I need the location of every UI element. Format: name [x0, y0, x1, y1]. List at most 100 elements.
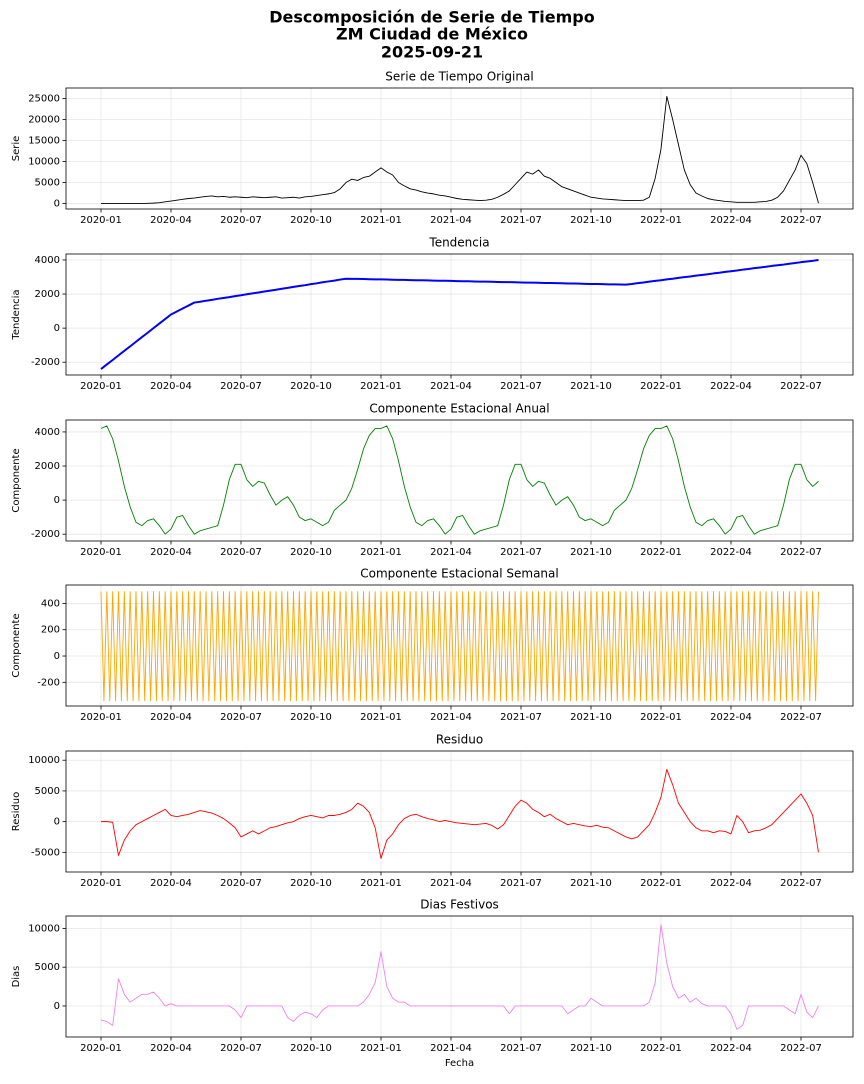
- y-tick-label: 10000: [28, 923, 60, 934]
- x-tick-label: 2020-10: [290, 878, 332, 889]
- x-tick-label: 2020-07: [220, 381, 262, 392]
- x-tick-label: 2020-07: [220, 878, 262, 889]
- plot-frame: [65, 419, 854, 542]
- x-tick-label: 2020-01: [80, 712, 122, 723]
- x-tick-label: 2021-10: [570, 1043, 612, 1054]
- series-line: [101, 768, 819, 859]
- x-tick-label: 2021-07: [500, 878, 542, 889]
- plot-frame: [65, 87, 854, 210]
- y-tick-label: 400: [41, 598, 60, 609]
- x-tick-label: 2022-01: [640, 547, 682, 558]
- y-tick-label: -2000: [31, 529, 60, 540]
- x-tick-label: 2021-07: [500, 547, 542, 558]
- x-tick-label: 2022-04: [710, 215, 752, 226]
- x-tick-label: 2021-04: [430, 712, 472, 723]
- x-tick-label: 2021-01: [360, 547, 402, 558]
- x-tick-label: 2021-04: [430, 1043, 472, 1054]
- x-tick-label: 2021-07: [500, 712, 542, 723]
- x-tick-label: 2020-10: [290, 215, 332, 226]
- x-tick-label: 2021-07: [500, 1043, 542, 1054]
- y-tick-label: 0: [54, 651, 60, 662]
- y-tick-label: -5000: [31, 847, 60, 858]
- x-tick-label: 2020-10: [290, 1043, 332, 1054]
- x-tick-label: 2022-07: [780, 1043, 822, 1054]
- x-tick-label: 2020-04: [150, 381, 192, 392]
- x-tick-label: 2022-04: [710, 547, 752, 558]
- series-line: [100, 425, 819, 535]
- x-tick-label: 2022-04: [710, 712, 752, 723]
- y-tick-label: 0: [54, 199, 60, 210]
- x-tick-label: 2020-10: [290, 712, 332, 723]
- panel-title: Serie de Tiempo Original: [385, 70, 533, 84]
- x-tick-label: 2020-07: [220, 712, 262, 723]
- x-tick-label: 2020-07: [220, 547, 262, 558]
- x-tick-label: 2020-01: [80, 381, 122, 392]
- x-tick-label: 2022-07: [780, 878, 822, 889]
- suptitle: 2025-09-21: [381, 43, 483, 62]
- x-tick-label: 2020-01: [80, 878, 122, 889]
- x-tick-label: 2021-04: [430, 381, 472, 392]
- plot-frame: [65, 584, 854, 707]
- x-tick-label: 2020-01: [80, 215, 122, 226]
- x-tick-label: 2021-04: [430, 878, 472, 889]
- y-tick-label: 4000: [35, 255, 60, 266]
- x-tick-label: 2021-10: [570, 547, 612, 558]
- y-tick-label: 10000: [28, 157, 60, 168]
- x-tick-label: 2021-01: [360, 381, 402, 392]
- panel-title: Componente Estacional Anual: [369, 402, 549, 416]
- y-tick-label: 15000: [28, 136, 60, 147]
- x-tick-label: 2021-01: [360, 878, 402, 889]
- x-tick-label: 2020-10: [290, 547, 332, 558]
- x-tick-label: 2020-04: [150, 712, 192, 723]
- x-tick-label: 2021-01: [360, 712, 402, 723]
- y-tick-label: 25000: [28, 94, 60, 105]
- x-tick-label: 2020-04: [150, 878, 192, 889]
- plot-frame: [65, 253, 854, 376]
- x-tick-label: 2021-01: [360, 215, 402, 226]
- y-tick-label: 0: [54, 1001, 60, 1012]
- x-tick-label: 2021-04: [430, 215, 472, 226]
- y-tick-label: 5000: [35, 178, 60, 189]
- x-tick-label: 2021-01: [360, 1043, 402, 1054]
- x-tick-label: 2021-10: [570, 712, 612, 723]
- y-tick-label: 10000: [28, 755, 60, 766]
- y-axis-label: Tendencia: [11, 289, 22, 340]
- x-tick-label: 2022-04: [710, 381, 752, 392]
- y-tick-label: -2000: [31, 357, 60, 368]
- x-tick-label: 2020-01: [80, 1043, 122, 1054]
- x-tick-label: 2021-04: [430, 547, 472, 558]
- y-tick-label: 4000: [35, 427, 60, 438]
- x-tick-label: 2022-07: [780, 381, 822, 392]
- plot-frame: [65, 750, 854, 873]
- y-axis-label: Residuo: [11, 792, 22, 831]
- x-tick-label: 2020-01: [80, 547, 122, 558]
- suptitle: ZM Ciudad de México: [336, 25, 528, 44]
- y-axis-label: Componente: [11, 613, 22, 677]
- series-line: [100, 924, 819, 1030]
- x-tick-label: 2022-04: [710, 878, 752, 889]
- x-tick-label: 2022-01: [640, 712, 682, 723]
- x-axis-label: Fecha: [445, 1058, 474, 1069]
- y-tick-label: 5000: [35, 786, 60, 797]
- x-tick-label: 2022-07: [780, 215, 822, 226]
- x-tick-label: 2022-07: [780, 547, 822, 558]
- x-tick-label: 2020-04: [150, 215, 192, 226]
- y-tick-label: -200: [37, 677, 60, 688]
- x-tick-label: 2020-10: [290, 381, 332, 392]
- x-tick-label: 2020-04: [150, 1043, 192, 1054]
- y-tick-label: 2000: [35, 289, 60, 300]
- y-tick-label: 0: [54, 323, 60, 334]
- y-axis-label: Dias: [11, 966, 22, 988]
- y-axis-label: Serie: [11, 136, 22, 162]
- x-tick-label: 2022-07: [780, 712, 822, 723]
- y-tick-label: 5000: [35, 962, 60, 973]
- x-tick-label: 2020-04: [150, 547, 192, 558]
- x-tick-label: 2022-01: [640, 215, 682, 226]
- panel-title: Residuo: [436, 733, 483, 747]
- y-tick-label: 200: [41, 625, 60, 636]
- x-tick-label: 2022-01: [640, 381, 682, 392]
- panel-title: Componente Estacional Semanal: [360, 567, 558, 581]
- y-tick-label: 0: [54, 495, 60, 506]
